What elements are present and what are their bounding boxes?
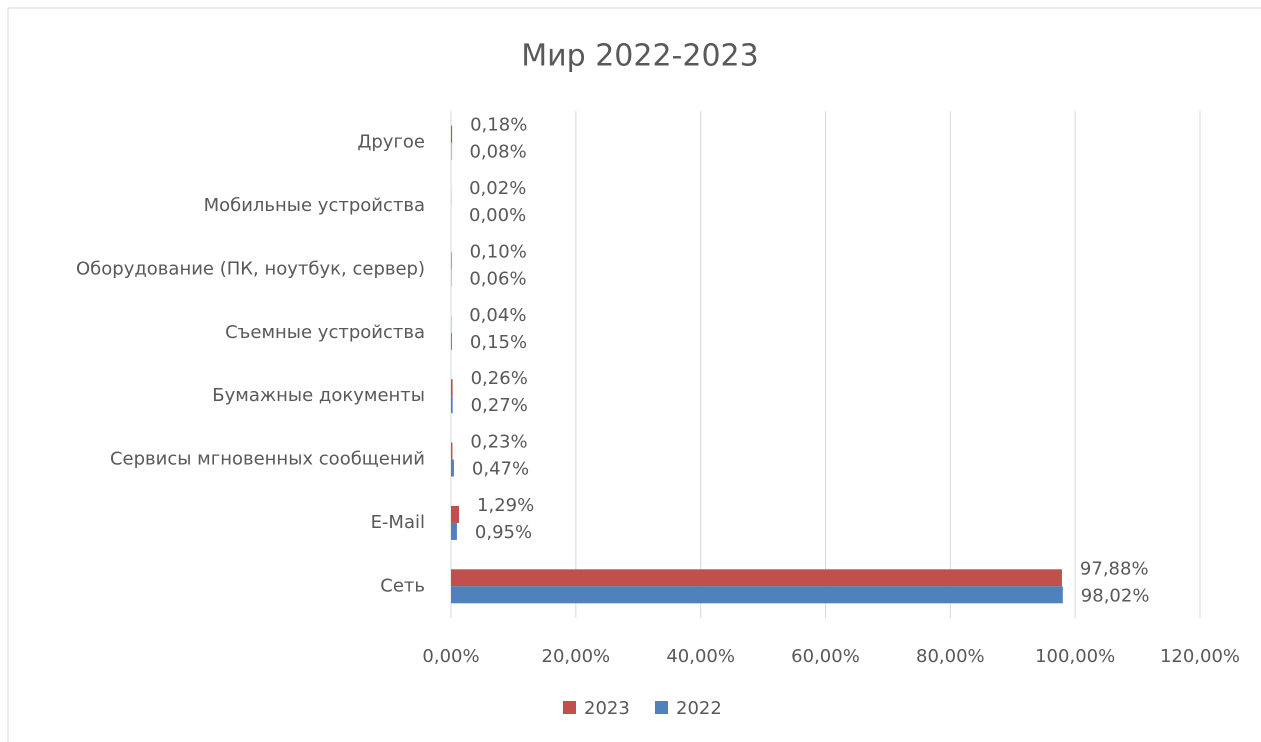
data-label: 97,88%	[1080, 558, 1149, 579]
data-label: 0,23%	[470, 432, 527, 453]
data-label: 0,00%	[469, 205, 526, 226]
data-label: 0,27%	[471, 395, 528, 416]
chart-frame	[7, 7, 1261, 742]
category-label: Бумажные документы	[212, 385, 425, 406]
bar	[451, 522, 457, 540]
category-label: Сервисы мгновенных сообщений	[110, 449, 425, 470]
x-tick-label: 120,00%	[1160, 646, 1240, 667]
data-label: 0,18%	[470, 115, 527, 136]
legend-label: 2022	[676, 698, 722, 719]
chart-title: Мир 2022-2023	[521, 39, 758, 74]
bar	[451, 332, 452, 350]
data-label: 0,10%	[470, 241, 527, 262]
bar	[451, 505, 460, 523]
bar	[451, 396, 453, 414]
bar	[451, 379, 453, 397]
legend-label: 2023	[584, 698, 630, 719]
legend-swatch	[655, 701, 668, 714]
category-label: Другое	[357, 132, 425, 153]
category-label: Оборудование (ПК, ноутбук, сервер)	[76, 258, 425, 279]
x-tick-label: 80,00%	[916, 646, 985, 667]
data-label: 0,47%	[472, 459, 529, 480]
x-tick-label: 100,00%	[1035, 646, 1115, 667]
data-label: 0,06%	[469, 268, 526, 289]
data-label: 1,29%	[477, 495, 534, 516]
bar	[451, 586, 1063, 604]
category-label: E-Mail	[371, 512, 425, 533]
x-tick-label: 20,00%	[542, 646, 611, 667]
legend-swatch	[563, 701, 576, 714]
bar	[451, 459, 454, 477]
bar	[451, 252, 452, 270]
x-tick-label: 60,00%	[791, 646, 860, 667]
category-label: Мобильные устройства	[204, 195, 425, 216]
data-label: 0,15%	[470, 332, 527, 353]
x-tick-label: 0,00%	[422, 646, 479, 667]
category-label: Съемные устройства	[225, 322, 425, 343]
bar	[451, 569, 1062, 587]
x-tick-label: 40,00%	[666, 646, 735, 667]
category-label: Сеть	[380, 575, 425, 596]
data-label: 0,26%	[471, 368, 528, 389]
data-label: 0,02%	[469, 178, 526, 199]
data-label: 0,04%	[469, 305, 526, 326]
data-label: 0,95%	[475, 522, 532, 543]
data-label: 0,08%	[469, 142, 526, 163]
data-label: 98,02%	[1081, 585, 1150, 606]
bar	[451, 442, 453, 460]
bar	[451, 125, 453, 143]
